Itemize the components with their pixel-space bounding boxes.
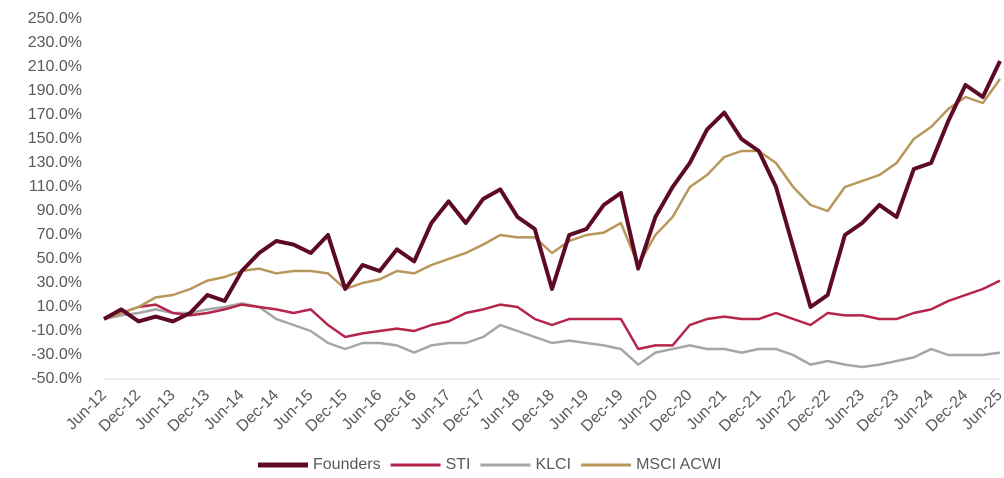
y-tick-label: 230.0%	[28, 34, 82, 51]
series-line	[103, 302, 1001, 369]
y-tick-label: 30.0%	[37, 274, 82, 291]
y-tick-label: 130.0%	[28, 154, 82, 171]
series-line	[103, 60, 1002, 324]
series-line	[103, 279, 1001, 351]
y-tick-label: -30.0%	[31, 346, 82, 363]
series-line	[103, 78, 1002, 321]
y-tick-label: 250.0%	[28, 10, 82, 27]
y-tick-label: 150.0%	[28, 130, 82, 147]
y-tick-label: 90.0%	[37, 202, 82, 219]
y-tick-label: -50.0%	[31, 370, 82, 387]
y-tick-label: 70.0%	[37, 226, 82, 243]
y-tick-label: 110.0%	[29, 178, 82, 195]
y-tick-label: 50.0%	[37, 250, 82, 267]
y-tick-label: -10.0%	[31, 322, 82, 339]
legend-label: KLCI	[535, 456, 571, 473]
y-tick-label: 10.0%	[37, 298, 82, 315]
y-tick-label: 170.0%	[28, 106, 82, 123]
y-tick-label: 210.0%	[28, 58, 82, 75]
legend-label: MSCI ACWI	[636, 456, 721, 473]
y-tick-label: 190.0%	[28, 82, 82, 99]
legend-label: STI	[446, 456, 471, 473]
legend-label: Founders	[313, 456, 381, 473]
